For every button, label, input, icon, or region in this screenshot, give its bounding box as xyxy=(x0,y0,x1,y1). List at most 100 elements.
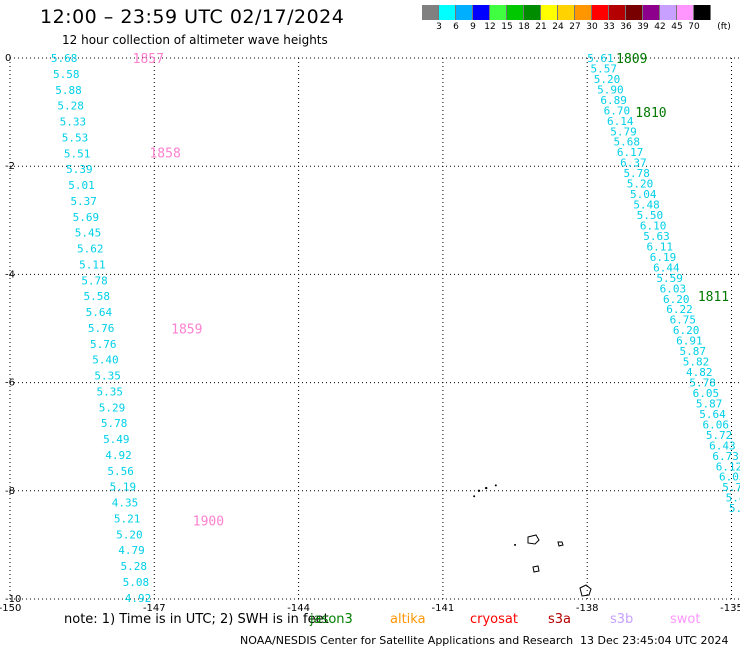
wave-height-value: 4.79 xyxy=(118,544,144,557)
legend-label: 9 xyxy=(470,22,476,32)
y-tick-label: -6 xyxy=(5,378,15,389)
wave-height-value: 6.14 xyxy=(607,115,634,128)
wave-height-value: 5.37 xyxy=(70,195,97,208)
wave-height-value: 5.68 xyxy=(614,136,641,149)
legend-swatch xyxy=(643,5,660,20)
track-time-label: 1809 xyxy=(616,52,647,67)
y-tick-label: -10 xyxy=(5,594,21,605)
island-marker xyxy=(473,495,476,498)
x-tick-label: -138 xyxy=(576,603,599,614)
legend-labels: 3 6 9 12 15 18 21 24 27 30 33 36 39 42 45 70 (ft) xyxy=(422,20,732,32)
legend-swatch xyxy=(660,5,677,20)
wave-height-value: 6.22 xyxy=(666,303,693,316)
x-tick-label: -141 xyxy=(432,603,455,614)
wave-height-value: 5.61 xyxy=(587,52,614,65)
wave-height-value: 5.87 xyxy=(696,397,723,410)
wave-height-value: 6.19 xyxy=(650,251,677,264)
legend-swatches xyxy=(422,5,732,20)
legend-unit: (ft) xyxy=(717,22,731,32)
track-time-label: 1859 xyxy=(171,323,202,338)
legend-label: 21 xyxy=(535,22,547,32)
wave-height-value: 5.76 xyxy=(88,322,115,335)
legend-swatch xyxy=(677,5,694,20)
wave-height-value: 5.53 xyxy=(62,131,89,144)
wave-height-value: 6.03 xyxy=(719,471,740,484)
wave-height-value: 5.19 xyxy=(110,481,137,494)
track-time-label: 1858 xyxy=(149,147,180,162)
wave-height-value: 5.20 xyxy=(627,178,654,191)
legend-swatch xyxy=(490,5,507,20)
wave-height-value: 5.63 xyxy=(643,230,670,243)
wave-height-value: 5.90 xyxy=(597,83,624,96)
wave-height-value: 5.78 xyxy=(689,377,716,390)
wave-height-value: 5.29 xyxy=(99,401,126,414)
y-tick-label: -4 xyxy=(5,269,15,280)
legend-label: 33 xyxy=(603,22,615,32)
wave-height-value: 5.21 xyxy=(114,512,141,525)
legend-swatch xyxy=(609,5,626,20)
wave-height-value: 5.58 xyxy=(83,290,110,303)
wave-height-value: 5.51 xyxy=(64,147,91,160)
legend-label: 15 xyxy=(501,22,513,32)
legend-swatch xyxy=(507,5,524,20)
x-tick-label: -150 xyxy=(0,603,21,614)
y-tick-label: -2 xyxy=(5,161,15,172)
wave-height-value: 6.73 xyxy=(712,450,739,463)
wave-height-value: 6.11 xyxy=(647,240,674,253)
wave-height-value: 5.20 xyxy=(594,73,621,86)
island-outline xyxy=(579,584,592,597)
wave-height-value: 6.91 xyxy=(676,335,703,348)
wave-height-value: 5.64 xyxy=(699,408,726,421)
track-time-label: 1900 xyxy=(193,515,224,530)
island-marker xyxy=(494,484,497,487)
track-time-label: 1857 xyxy=(133,52,164,67)
wave-height-value: 5.76 xyxy=(90,338,117,351)
wave-height-value: 6.03 xyxy=(660,282,687,295)
satellite-legend-swot: swot xyxy=(670,612,701,627)
wave-height-value: 5.87 xyxy=(679,345,706,358)
legend-label: 6 xyxy=(453,22,459,32)
wave-height-value: 6.12 xyxy=(716,460,740,473)
wave-height-value: 5.78 xyxy=(623,167,650,180)
legend-swatch xyxy=(592,5,609,20)
wave-height-value: 5.48 xyxy=(633,199,660,212)
wave-height-value: 6.70 xyxy=(604,104,631,117)
island-outline xyxy=(527,534,540,545)
wave-height-value: 5.64 xyxy=(86,306,113,319)
legend-label: 3 xyxy=(436,22,442,32)
wave-height-value: 5.50 xyxy=(637,209,664,222)
legend-label: 42 xyxy=(654,22,666,32)
legend-swatch xyxy=(439,5,456,20)
wave-height-value: 6.75 xyxy=(670,314,697,327)
wave-height-value: 5.78 xyxy=(101,417,128,430)
wave-height-value: 6.06 xyxy=(703,418,730,431)
legend-swatch xyxy=(575,5,592,20)
legend-swatch xyxy=(558,5,575,20)
track-time-label: 1811 xyxy=(698,290,729,305)
wave-height-value: 6.20 xyxy=(673,324,700,337)
wave-height-value: 5.04 xyxy=(630,188,657,201)
legend-swatch xyxy=(422,5,439,20)
satellite-legend-jason3: jason3 xyxy=(310,612,353,627)
wave-height-value: 5.82 xyxy=(683,356,710,369)
credit-line: NOAA/NESDIS Center for Satellite Applica… xyxy=(240,634,574,647)
legend-label: 27 xyxy=(569,22,581,32)
wave-height-value: 5.59 xyxy=(656,272,683,285)
wave-height-value: 5.45 xyxy=(75,227,102,240)
x-tick-label: -144 xyxy=(287,603,310,614)
wave-height-value: 4.82 xyxy=(686,366,713,379)
track-time-label: 1810 xyxy=(635,106,666,121)
legend-label: 70 xyxy=(688,22,700,32)
y-tick-label: 0 xyxy=(5,53,11,64)
wave-height-value: 5.88 xyxy=(55,84,82,97)
wave-height-value: 5.69 xyxy=(73,211,100,224)
satellite-legend-s3b: s3b xyxy=(610,612,634,627)
satellite-legend-cryosat: cryosat xyxy=(470,612,518,627)
footer-note: note: 1) Time is in UTC; 2) SWH is in fe… xyxy=(64,612,329,627)
wave-height-value: 5.75 xyxy=(722,481,740,494)
wave-height-value: 6.20 xyxy=(663,293,690,306)
wave-height-value: 5.01 xyxy=(68,179,95,192)
color-legend: 3 6 9 12 15 18 21 24 27 30 33 36 39 42 45 70 (ft) xyxy=(422,5,732,32)
legend-swatch xyxy=(524,5,541,20)
